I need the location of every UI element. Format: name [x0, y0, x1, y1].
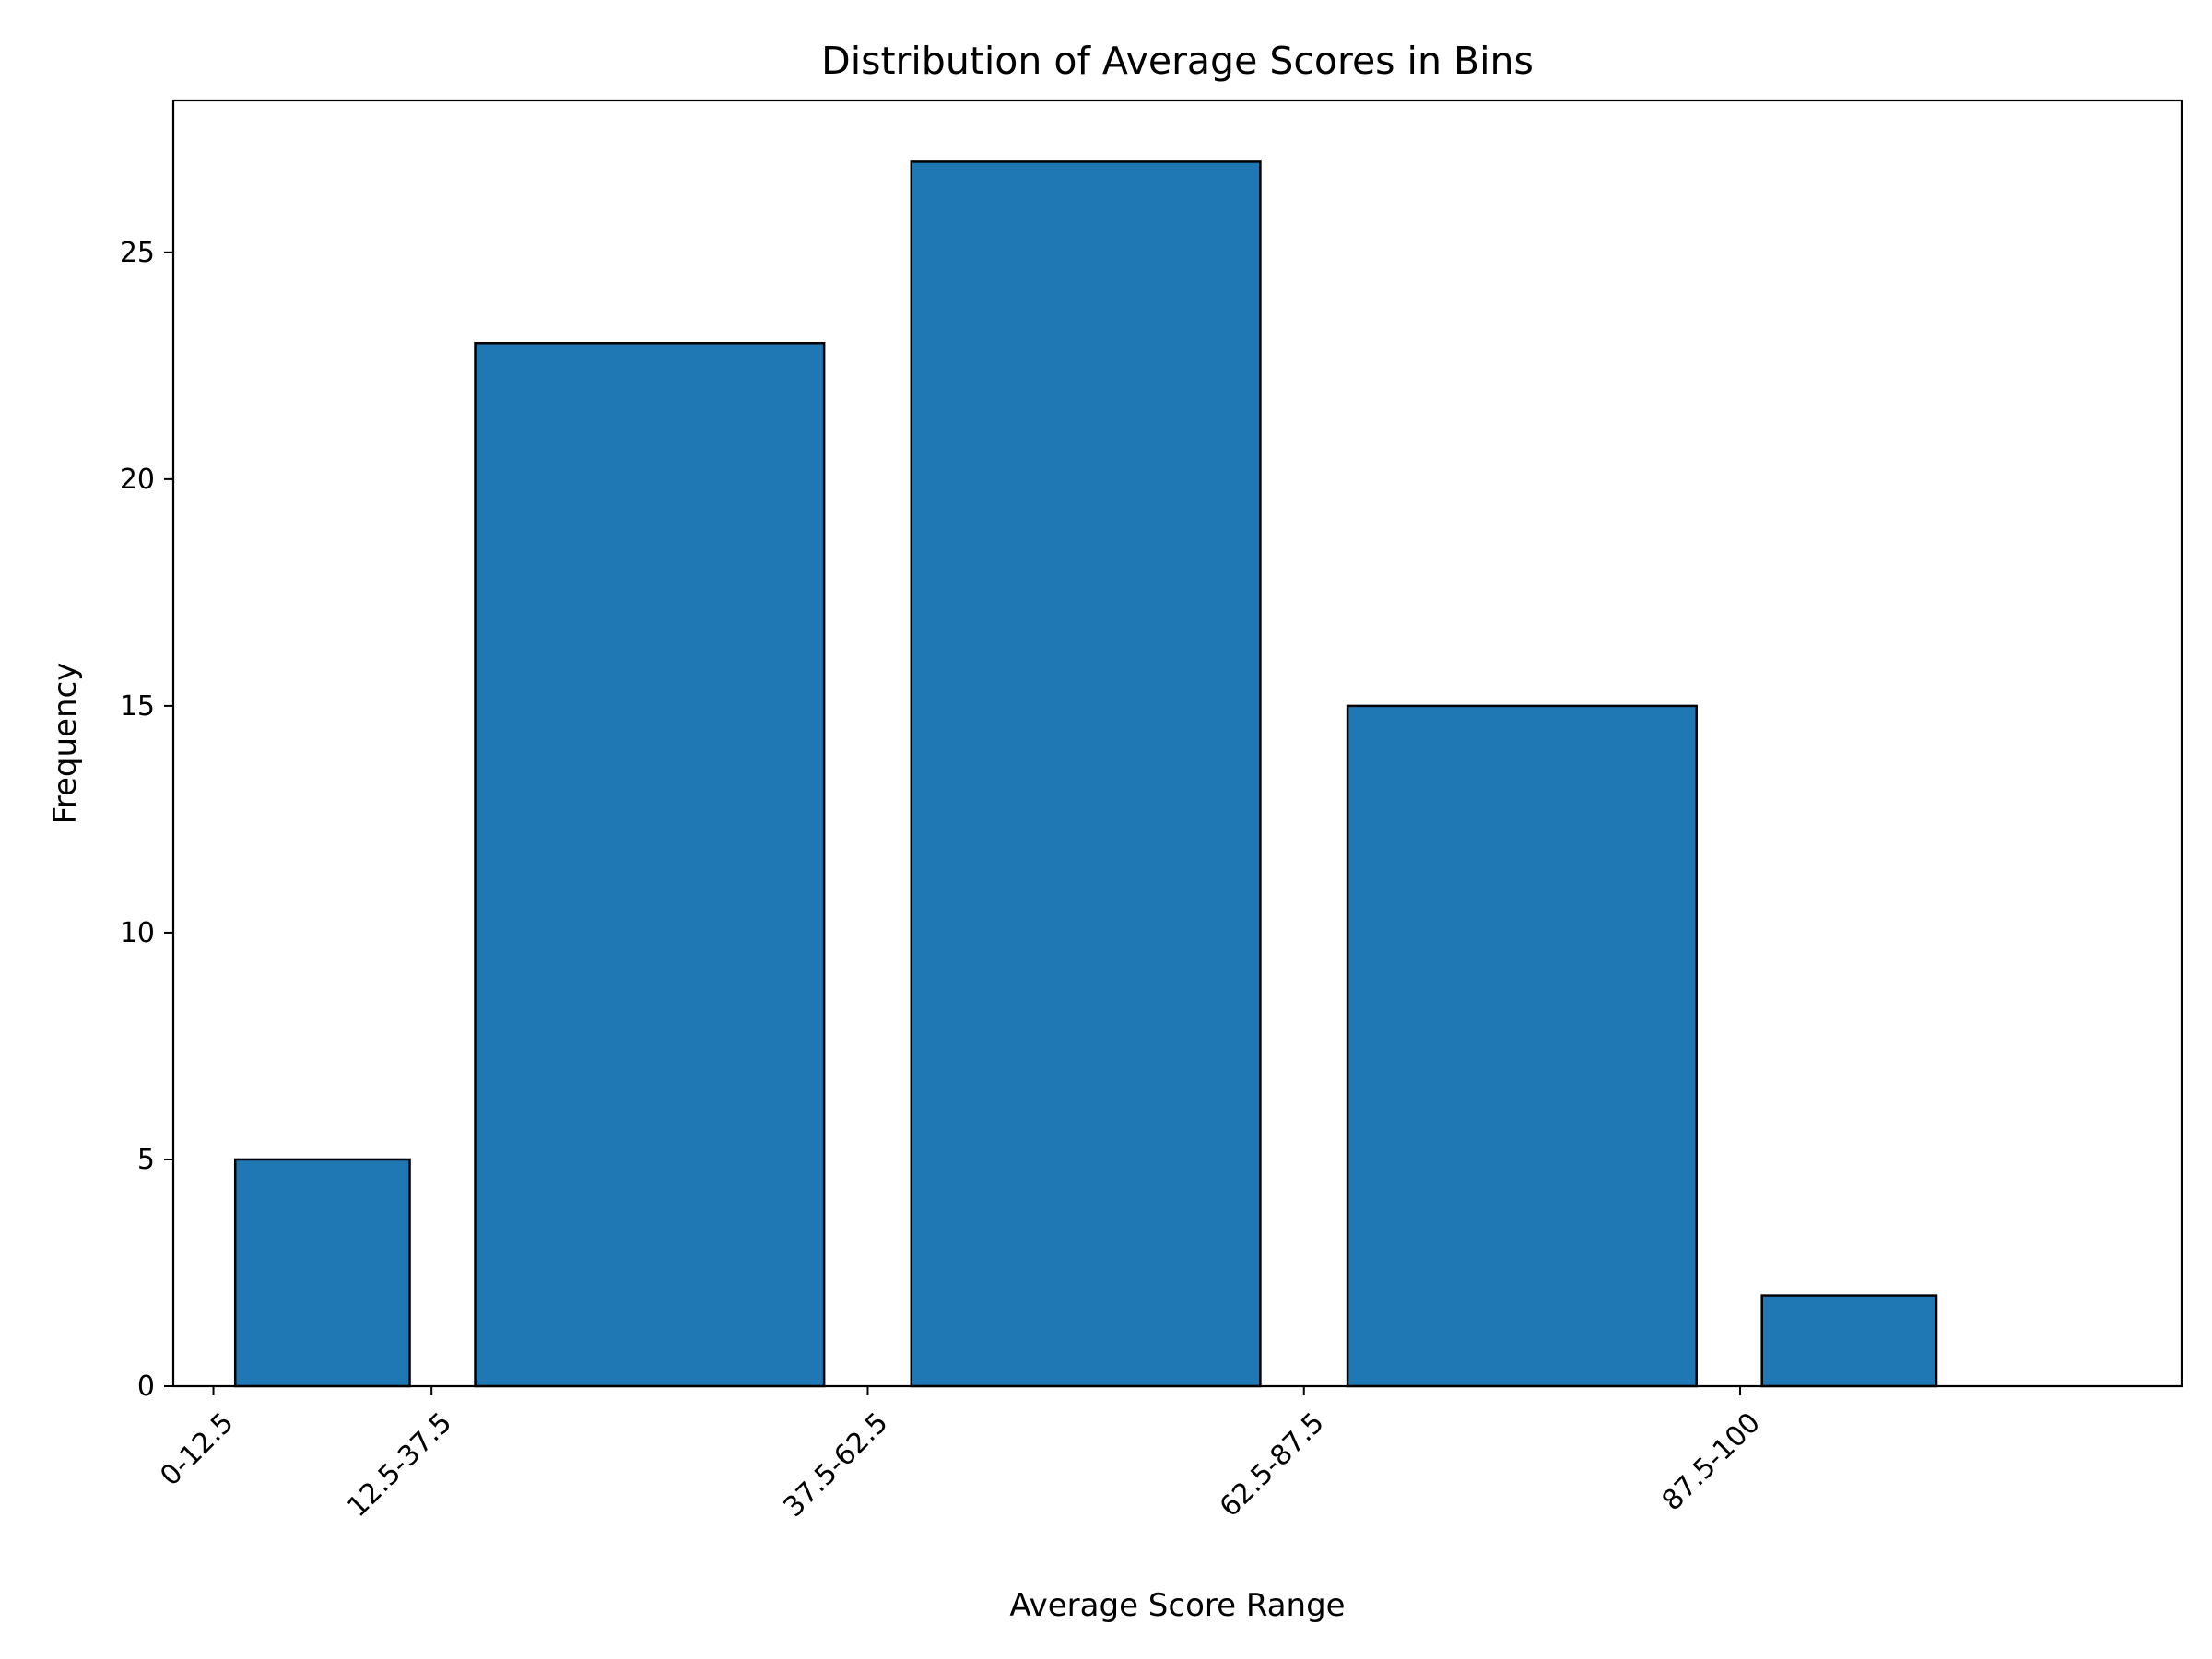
bars-layer: [233, 160, 1938, 1388]
x-tick-label: 62.5-87.5: [1214, 1406, 1331, 1524]
bar-87.5-100: [1760, 1294, 1938, 1388]
y-tick-label: 25: [120, 237, 155, 269]
chart-title: Distribution of Average Scores in Bins: [821, 39, 1534, 83]
bar-12.5-37.5: [474, 342, 826, 1388]
bar-62.5-87.5: [1346, 704, 1698, 1388]
y-axis-label: Frequency: [47, 663, 84, 825]
y-tick-label: 10: [120, 917, 155, 949]
x-tick-label: 87.5-100: [1656, 1406, 1767, 1517]
y-tick-label: 0: [137, 1371, 155, 1403]
x-axis-ticks: 0-12.5 12.5-37.5 37.5-62.5 62.5-87.5 87.5-10…: [154, 1386, 1767, 1524]
y-tick-label: 15: [120, 690, 155, 723]
x-tick-label: 0-12.5: [154, 1406, 240, 1492]
y-tick-label: 20: [120, 464, 155, 496]
y-tick-label: 5: [137, 1144, 155, 1176]
x-tick-label: 37.5-62.5: [778, 1406, 895, 1524]
plot-area-frame: [171, 99, 2183, 1388]
x-tick-label: 12.5-37.5: [341, 1406, 458, 1524]
y-axis-ticks: 0 5 10 15 20 25: [120, 237, 173, 1403]
bar-37.5-62.5: [910, 160, 1262, 1388]
bar-0-12.5: [233, 1158, 411, 1388]
x-axis-label: Average Score Range: [1009, 1587, 1345, 1624]
